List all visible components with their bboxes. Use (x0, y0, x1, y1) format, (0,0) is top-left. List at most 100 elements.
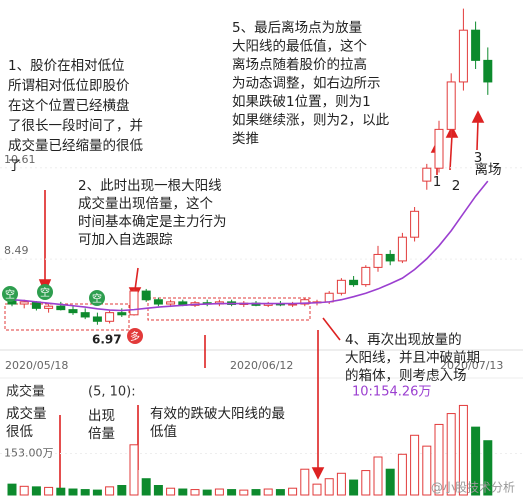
annotation: 倍量 (88, 426, 115, 442)
candle-body (68, 309, 78, 314)
volume-bar (117, 485, 127, 496)
volume-bar (153, 485, 163, 496)
ma-line (11, 180, 489, 312)
volume-bar (312, 483, 322, 496)
annotation: 4、再次出现放量的 (345, 332, 462, 348)
volume-bar (141, 478, 151, 496)
low-price: 6.97 (92, 333, 122, 347)
candle-body (385, 253, 395, 262)
volume-bar (129, 444, 139, 496)
volume-bar (202, 489, 212, 496)
volume-bar (263, 488, 273, 496)
volume-bar (214, 488, 224, 496)
candle-body (434, 128, 444, 169)
annotation: 所谓相对低位即股价 (8, 78, 130, 94)
annotation: 大阳线，并且冲破前期 (345, 349, 480, 366)
volume-bar (385, 468, 395, 496)
candle-body (300, 299, 310, 305)
candle-body (446, 81, 456, 130)
volume-bar (458, 404, 468, 496)
y-tick-label: 153.00万 (4, 446, 54, 459)
y-tick-label: 8.49 (4, 244, 29, 257)
volume-params: (5, 10): (88, 385, 136, 400)
volume-bar (275, 489, 285, 496)
annotation: 如果继续涨，则为2，以此 (232, 113, 390, 129)
exit-point: 3 (474, 150, 483, 166)
volume-label: 成交量 (6, 384, 45, 400)
volume-bar (105, 486, 115, 496)
candle-body (483, 59, 493, 83)
volume-bar (190, 489, 200, 496)
candle-body (336, 279, 346, 294)
volume-bar (446, 413, 456, 496)
volume-bar (288, 487, 298, 496)
candle-body (422, 167, 432, 182)
candle-body (141, 290, 151, 301)
volume-bar (44, 486, 54, 496)
long-marker-label: 多 (130, 330, 140, 343)
box-range (147, 297, 311, 321)
candle-body (361, 266, 371, 286)
short-marker (2, 286, 18, 302)
annotation: 很低 (6, 424, 33, 440)
volume-bar (227, 489, 237, 496)
volume-bar (178, 488, 188, 496)
annotation: 的箱体，则考虑入场 (345, 368, 467, 384)
volume-bar (80, 489, 90, 496)
volume-bar (31, 486, 41, 496)
candle-body (458, 29, 468, 83)
candle-body (410, 210, 420, 238)
candle-body (129, 290, 139, 316)
candle-body (105, 312, 115, 322)
annotation: 有效的跌破大阳线的最 (150, 406, 285, 422)
short-marker-label: 空 (5, 288, 15, 301)
annotation: 为动态调整，如右边所示 (232, 76, 381, 92)
volume-bar (68, 488, 78, 496)
volume-bar (300, 468, 310, 496)
annotation: 成交量出现倍量，这个 (78, 195, 213, 212)
exit-point: 1 (433, 174, 442, 190)
volume-bar (336, 472, 346, 496)
long-marker (127, 328, 143, 344)
volume-bar (434, 423, 444, 496)
candle-body (349, 279, 359, 286)
box-left (4, 303, 130, 331)
annotation: 成交量已经缩量的很低 (8, 137, 143, 154)
volume-bar (7, 483, 17, 496)
volume-bar (251, 489, 261, 496)
candle-body (153, 299, 163, 305)
annotation: 离场点随着股价的拉高 (232, 56, 367, 73)
candle-body (397, 236, 407, 262)
volume-bar (422, 445, 432, 496)
annotation: 了很长一段时间了，并 (8, 118, 143, 134)
annotation: 5、最后离场点为放量 (232, 19, 362, 36)
candle-body (56, 305, 66, 311)
volume-bar (324, 478, 334, 496)
volume-bar (349, 479, 359, 496)
date-label: 2020/05/18 (5, 359, 68, 372)
exit-point: 离场 (475, 161, 502, 178)
volume-bar (19, 485, 29, 496)
candle-body (117, 312, 127, 316)
candle-body (44, 305, 54, 309)
annotation: 了 (8, 158, 22, 174)
annotation: 在这个位置已经横盘 (8, 97, 130, 114)
date-label: 2020/07/13 (440, 359, 503, 372)
candle-body (373, 253, 383, 268)
volume-ma10: 10:154.26万 (352, 385, 431, 400)
annotation: 类推 (232, 131, 259, 147)
candle-body (92, 316, 102, 322)
date-label: 2020/06/12 (230, 359, 293, 372)
volume-bar (471, 426, 481, 496)
annotation: 2、此时出现一根大阳线 (78, 178, 222, 194)
annotation: 如果跌破1位置，则为1 (232, 94, 371, 110)
watermark: @小股技术分析 (431, 481, 515, 495)
annotation: 成交量 (6, 405, 47, 422)
annotation: 时间基本确定是主力行为 (78, 213, 227, 230)
annotation: 低值 (150, 424, 177, 440)
volume-bar (166, 487, 176, 496)
volume-bar (56, 487, 66, 496)
candle-body (471, 29, 481, 61)
short-marker (89, 290, 105, 306)
